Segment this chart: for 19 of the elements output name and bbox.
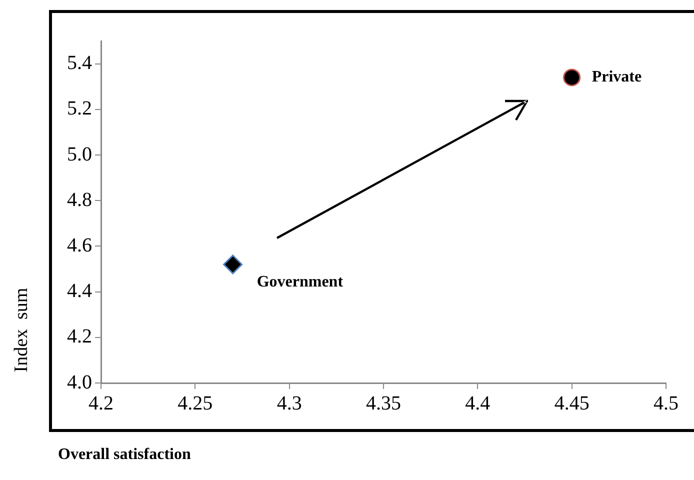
- x-axis-title: Overall satisfaction: [58, 446, 191, 464]
- x-tick-label: 4.5: [654, 392, 678, 414]
- series-label: Government: [256, 274, 344, 291]
- y-tick-label: 5.0: [67, 143, 92, 166]
- y-tick-label: 4.8: [67, 188, 92, 211]
- y-tick-label: 5.2: [67, 98, 92, 120]
- x-tick-label: 4.45: [554, 392, 590, 414]
- y-tick-label: 5.4: [67, 52, 92, 74]
- y-tick-label: 4.0: [67, 371, 92, 394]
- x-tick-label: 4.2: [88, 392, 114, 414]
- x-tick-label: 4.25: [178, 392, 213, 414]
- x-tick-label: 4.4: [465, 392, 490, 414]
- series-label: Private: [592, 68, 642, 86]
- x-tick-label: 4.35: [366, 392, 401, 414]
- x-tick-label: 4.3: [276, 392, 302, 414]
- y-tick-label: 4.4: [67, 280, 92, 302]
- y-tick-label: 4.6: [67, 234, 92, 256]
- y-tick-label: 4.2: [67, 326, 92, 348]
- y-axis-title: Index sum: [11, 288, 33, 372]
